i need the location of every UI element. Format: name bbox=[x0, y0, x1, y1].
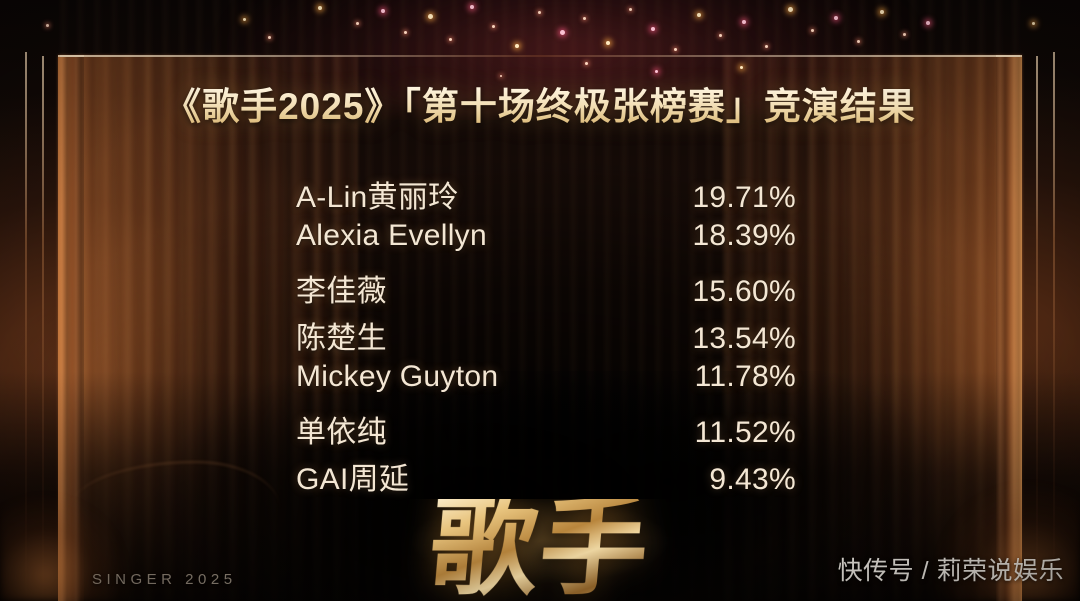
result-row: Mickey Guyton 11.78% bbox=[296, 360, 796, 407]
contestant-name: 单依纯 bbox=[296, 416, 387, 449]
contestant-percent: 11.52% bbox=[694, 416, 796, 449]
frame-top-rail bbox=[60, 55, 1020, 57]
frame-panel-left bbox=[58, 55, 84, 601]
result-row: GAI周延 9.43% bbox=[296, 454, 796, 501]
result-row: 陈楚生 13.54% bbox=[296, 313, 796, 360]
result-row: Alexia Evellyn 18.39% bbox=[296, 219, 796, 266]
contestant-name: Mickey Guyton bbox=[296, 360, 499, 393]
contestant-percent: 11.78% bbox=[694, 360, 796, 393]
contestant-percent: 19.71% bbox=[692, 181, 796, 214]
show-watermark: SINGER 2025 bbox=[92, 571, 237, 588]
channel-watermark: 快传号 / 莉荣说娱乐 bbox=[837, 557, 1064, 585]
frame-line-left-outer bbox=[25, 52, 27, 601]
result-row: A-Lin黄丽玲 19.71% bbox=[296, 172, 796, 219]
stage-edge-highlight bbox=[70, 461, 280, 509]
result-row: 李佳薇 15.60% bbox=[296, 266, 796, 313]
result-row: 单依纯 11.52% bbox=[296, 407, 796, 454]
contestant-name: A-Lin黄丽玲 bbox=[296, 181, 459, 214]
frame-glow-bottom-right bbox=[910, 411, 1080, 601]
results-list: A-Lin黄丽玲 19.71% Alexia Evellyn 18.39% 李佳… bbox=[296, 172, 796, 501]
frame-line-right-mid bbox=[1036, 56, 1038, 601]
contestant-percent: 9.43% bbox=[709, 463, 796, 496]
contestant-percent: 15.60% bbox=[692, 275, 796, 308]
frame-glow-bottom-left bbox=[0, 431, 150, 601]
frame-panel-right bbox=[996, 55, 1022, 601]
contestant-percent: 18.39% bbox=[692, 219, 796, 252]
results-title: 《歌手2025》「第十场终极张榜赛」竞演结果 bbox=[0, 86, 1080, 129]
frame-line-right-outer bbox=[1053, 52, 1055, 601]
contestant-name: 李佳薇 bbox=[296, 275, 387, 308]
frame-line-left-mid bbox=[42, 56, 44, 601]
contestant-name: GAI周延 bbox=[296, 463, 410, 496]
contestant-name: Alexia Evellyn bbox=[296, 219, 487, 252]
contestant-name: 陈楚生 bbox=[296, 322, 387, 355]
contestant-percent: 13.54% bbox=[692, 322, 796, 355]
